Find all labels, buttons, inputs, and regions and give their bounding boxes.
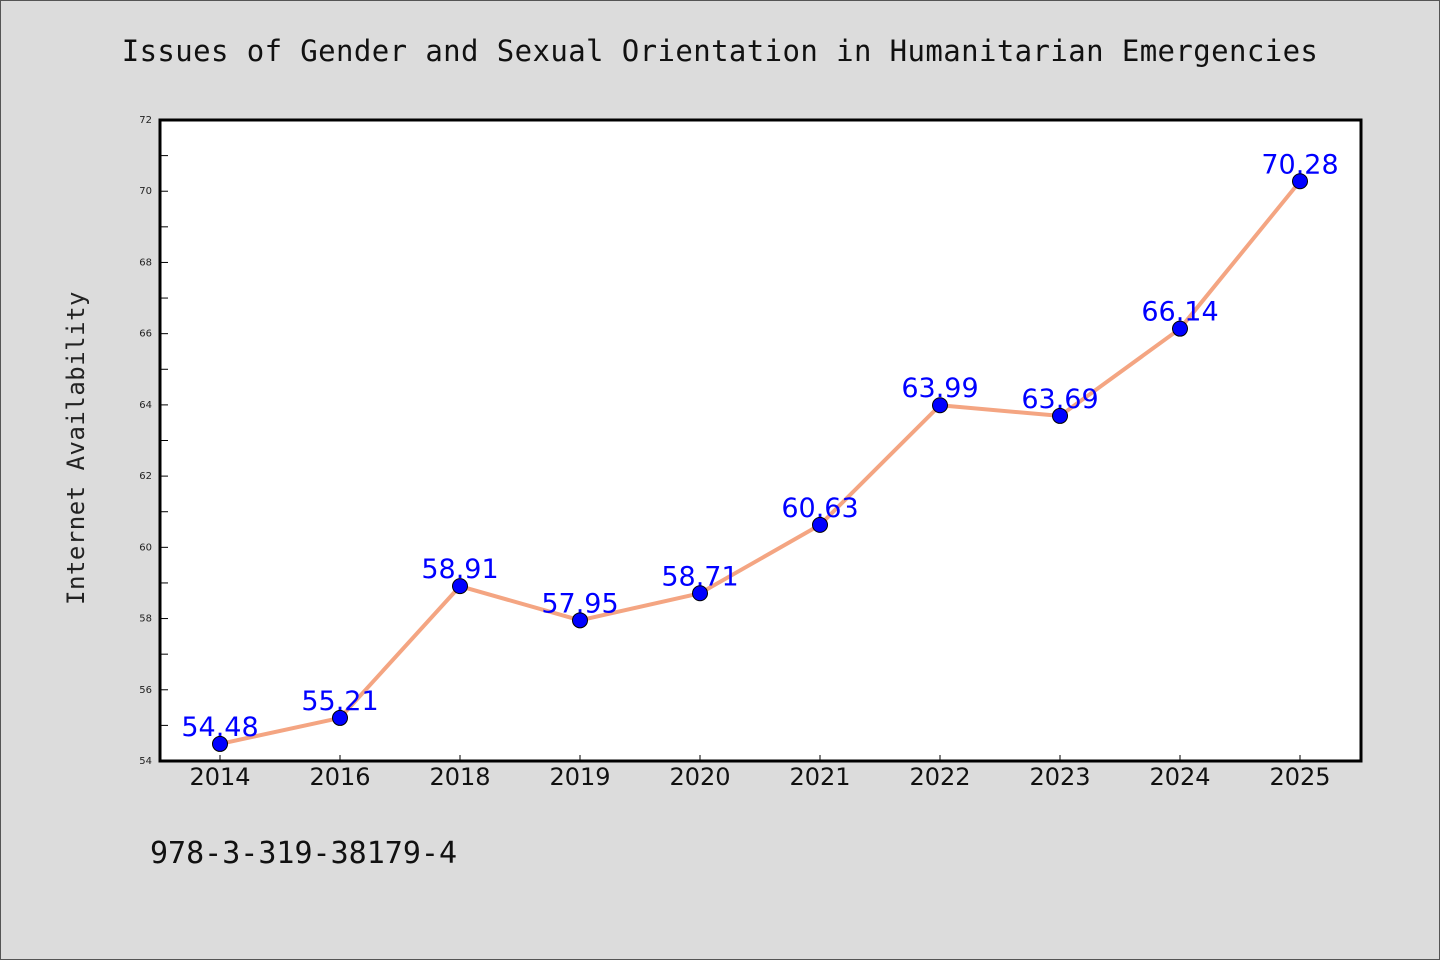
data-label: 55.21 xyxy=(301,686,378,717)
y-tick-label: 66 xyxy=(139,329,152,340)
data-point xyxy=(692,585,708,602)
x-axis: 2014 2016 2018 2019 2020 2021 2022 2023 2024 2025 xyxy=(189,755,1331,791)
y-tick-label: 72 xyxy=(139,115,152,126)
series-layer: 54.48 55.21 58.91 57.95 58.71 60.63 63.99 63.69… xyxy=(181,149,1339,752)
data-point xyxy=(1052,407,1068,424)
y-tick-label: 56 xyxy=(139,685,152,696)
y-tick-label: 60 xyxy=(139,542,152,553)
x-tick-label: 2022 xyxy=(909,763,970,791)
y-tick-label: 54 xyxy=(139,756,152,767)
isbn-footnote: 978-3-319-38179-4 xyxy=(150,836,458,871)
plot-area xyxy=(158,118,1363,763)
data-label: 66.14 xyxy=(1141,297,1218,328)
data-label: 58.91 xyxy=(421,554,498,585)
data-point xyxy=(812,516,828,533)
data-label: 63.69 xyxy=(1021,384,1098,415)
y-axis: 54 56 58 60 62 64 66 68 70 72 xyxy=(139,115,168,767)
x-tick-label: 2023 xyxy=(1029,763,1090,791)
y-tick-label: 68 xyxy=(139,257,152,268)
data-point xyxy=(572,612,588,629)
data-label: 57.95 xyxy=(541,588,618,619)
x-tick-label: 2025 xyxy=(1269,763,1330,791)
x-tick-label: 2016 xyxy=(309,763,370,791)
x-tick-label: 2021 xyxy=(789,763,850,791)
data-point xyxy=(332,709,348,726)
x-tick-label: 2020 xyxy=(669,763,730,791)
x-tick-label: 2024 xyxy=(1149,763,1210,791)
chart-title: Issues of Gender and Sexual Orientation … xyxy=(121,34,1319,68)
data-point xyxy=(1292,173,1308,190)
data-point xyxy=(932,397,948,414)
data-label: 60.63 xyxy=(781,493,858,524)
y-tick-label: 62 xyxy=(139,471,152,482)
series-line xyxy=(219,179,1302,746)
data-label: 63.99 xyxy=(901,373,978,404)
x-tick-label: 2019 xyxy=(549,763,610,791)
x-tick-label: 2018 xyxy=(429,763,490,791)
y-tick-label: 70 xyxy=(139,186,152,197)
data-point xyxy=(452,578,468,595)
data-point xyxy=(1172,320,1188,337)
data-label: 54.48 xyxy=(181,712,258,743)
data-label: 70.28 xyxy=(1261,149,1338,180)
y-tick-label: 58 xyxy=(139,614,152,625)
y-tick-label: 64 xyxy=(139,400,152,411)
data-label: 58.71 xyxy=(661,561,738,592)
data-point xyxy=(212,735,228,752)
x-tick-label: 2014 xyxy=(189,763,250,791)
